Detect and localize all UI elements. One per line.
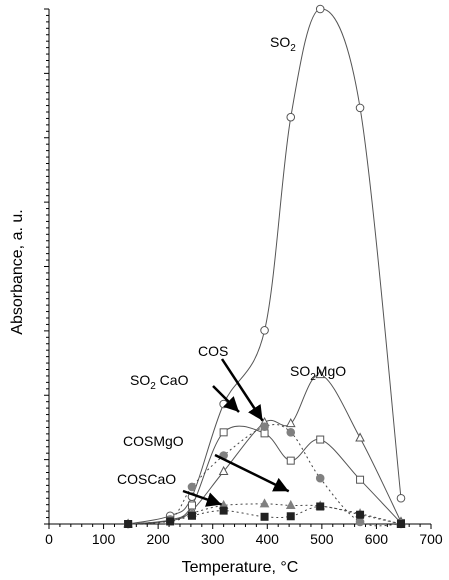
- y-axis-title: Absorbance, a. u.: [9, 209, 26, 334]
- annotation-arrow: [182, 489, 223, 507]
- annotation-arrow: [214, 453, 290, 493]
- x-tick-label: 700: [419, 531, 443, 547]
- point-so2cao: [356, 475, 365, 484]
- label-so2cao: SO2 CaO: [130, 372, 189, 392]
- point-so2cao: [219, 428, 228, 437]
- point-cos: [355, 517, 365, 527]
- point-coscao: [187, 511, 196, 520]
- point-cos: [260, 422, 269, 431]
- point-so2cao: [286, 456, 295, 465]
- x-tick-label: 100: [92, 531, 116, 547]
- annotation-arrow-so2cao: [212, 385, 240, 413]
- point-coscao: [286, 512, 295, 521]
- point-so2mgo: [285, 418, 296, 428]
- point-coscao: [219, 506, 228, 515]
- series-markers: [123, 4, 406, 529]
- point-so2: [286, 112, 296, 122]
- annotations: SO2 SO2MgO SO2 CaO COS COSMgO COSCaO: [117, 34, 346, 507]
- point-so2: [396, 493, 406, 503]
- point-cosmgo: [285, 499, 296, 509]
- point-coscao: [260, 512, 269, 521]
- point-so2: [260, 326, 269, 335]
- label-so2: SO2: [270, 34, 296, 54]
- x-tick-label: 500: [310, 531, 334, 547]
- point-cos: [315, 473, 325, 483]
- label-cos: COS: [198, 343, 228, 359]
- x-tick-label: 600: [365, 531, 389, 547]
- point-coscao: [124, 520, 133, 528]
- point-coscao: [316, 502, 325, 511]
- label-so2mgo: SO2MgO: [290, 363, 346, 383]
- point-cos: [187, 482, 197, 492]
- point-so2mgo: [355, 432, 365, 442]
- point-cosmgo: [259, 498, 270, 508]
- point-so2cao: [316, 435, 325, 444]
- point-cos: [286, 428, 296, 437]
- annotation-arrow: [220, 358, 264, 422]
- point-so2mgo: [218, 465, 229, 475]
- point-coscao: [396, 520, 405, 528]
- label-coscao: COSCaO: [117, 471, 176, 487]
- point-so2: [315, 4, 325, 14]
- x-tick-label: 300: [201, 531, 225, 547]
- point-so2mgo: [315, 369, 326, 379]
- point-coscao: [356, 510, 365, 519]
- label-cosmgo: COSMgO: [123, 433, 184, 449]
- x-axis-title: Temperature, °C: [182, 559, 299, 576]
- point-so2: [219, 399, 228, 409]
- point-coscao: [166, 517, 175, 526]
- axes: 0 100 200 300 400 500 600 700: [44, 8, 443, 547]
- point-so2: [355, 103, 365, 113]
- x-tick-label: 400: [256, 531, 280, 547]
- x-tick-label: 0: [45, 531, 53, 547]
- x-tick-label: 200: [146, 531, 170, 547]
